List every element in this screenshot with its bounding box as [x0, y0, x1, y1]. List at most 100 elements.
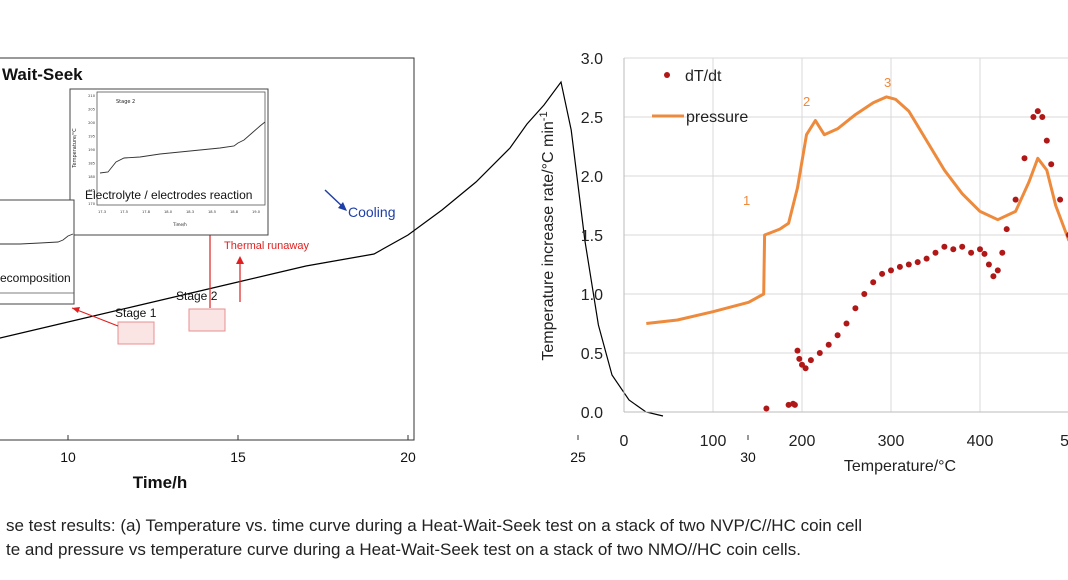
inset-y-tick-label: 175	[88, 189, 95, 193]
inset-stage-2-box	[69, 88, 269, 236]
y-axis-right: 0.0 0.5 1.0 1.5 2.0 2.5 3.0	[581, 51, 603, 422]
dtdt-point	[763, 405, 770, 412]
y-tick-label-right: 3.0	[581, 51, 603, 68]
inset-reaction-label: Electrolyte / electrodes reaction	[85, 188, 252, 202]
inset-x-tick-label: 17.8	[142, 210, 151, 214]
dtdt-point	[807, 357, 814, 364]
chart-right-panel: 0.0 0.5 1.0 1.5 2.0 2.5 3.0 0 100 200 300 400 50 Te…	[538, 51, 1068, 475]
dtdt-point	[861, 291, 868, 297]
x-tick-label-right: 50	[1060, 433, 1068, 450]
inset-x-tick-label: 18.5	[208, 210, 216, 214]
dtdt-point	[985, 261, 992, 268]
inset-x-tick-label: 18.3	[186, 210, 194, 214]
inset-y-tick-label: 200	[88, 121, 96, 125]
stage-2-label: Stage 2	[176, 289, 218, 303]
stage-1-label: Stage 1	[115, 306, 157, 320]
inset-x-tick-label: 18.0	[164, 210, 173, 214]
cooling-arrowhead	[338, 202, 347, 211]
dtdt-point	[796, 355, 803, 362]
dtdt-series	[763, 108, 1068, 412]
y-tick-label-right: 1.5	[581, 228, 603, 245]
y-tick-label-right: 0.0	[581, 405, 603, 422]
y-tick-label-right: 2.5	[581, 110, 603, 127]
dtdt-point	[1012, 196, 1019, 203]
chart-canvas: Wait-Seek 10 15 20 25 30 Time/h Stage 1 Stag…	[0, 51, 1068, 492]
inset-stage-1-box	[0, 199, 75, 305]
x-tick-label-left: 30	[740, 449, 756, 465]
dtdt-point	[843, 320, 850, 327]
inset-y-tick-label: 210	[88, 94, 96, 98]
inset-stage-1-curve	[0, 233, 74, 245]
dtdt-point	[1039, 114, 1046, 120]
dtdt-point	[1043, 137, 1050, 144]
dtdt-point	[1057, 196, 1064, 203]
legend-dtdt-label: dT/dt	[685, 68, 722, 85]
dtdt-point	[994, 267, 1001, 274]
dtdt-point	[914, 259, 921, 266]
dtdt-point	[791, 401, 798, 408]
cooling-label: Cooling	[348, 204, 395, 220]
y-tick-label-right: 0.5	[581, 346, 603, 363]
inset-stage-1: ecomposition	[0, 199, 75, 305]
inset-x-tick-label: 17.5	[120, 210, 128, 214]
legend-right: dT/dt pressure	[652, 68, 748, 126]
dtdt-point	[959, 243, 966, 250]
inset-curve	[99, 121, 266, 174]
dtdt-point	[870, 279, 877, 286]
inset-x-label: Time/h	[172, 222, 187, 227]
inset-decomposition-label: ecomposition	[0, 271, 71, 285]
dtdt-point	[999, 249, 1006, 256]
thermal-runaway-label: Thermal runaway	[224, 240, 309, 252]
inset-y-tick-label: 190	[88, 148, 96, 152]
stage-1-highlight	[117, 321, 155, 345]
x-axis-label-left: Time/h	[133, 473, 187, 492]
dtdt-point	[932, 249, 939, 256]
caption-line-2: te and pressure vs temperature curve dur…	[6, 540, 801, 559]
x-tick-label-left: 15	[230, 449, 246, 465]
runaway-arrowhead	[236, 256, 244, 264]
dtdt-point	[896, 263, 903, 270]
dtdt-point	[802, 365, 809, 372]
caption-line-1: se test results: (a) Temperature vs. tim…	[6, 516, 862, 535]
x-tick-label-left: 10	[60, 449, 76, 465]
y-axis-label-right: Temperature increase rate/°C min-1	[538, 111, 557, 360]
dtdt-point	[1021, 155, 1028, 162]
dtdt-point	[879, 270, 886, 277]
inset-stage-2-title: Stage 2	[116, 99, 135, 105]
peak-label-1: 1	[743, 193, 750, 208]
peak-label-2: 2	[803, 94, 810, 109]
inset-y-axis: 210 205 200 195 190 185 180 175 170	[88, 94, 96, 206]
dtdt-point	[1034, 108, 1041, 115]
x-tick-label-right: 300	[878, 433, 905, 450]
inset-y-tick-label: 180	[88, 175, 96, 179]
chart-title-left: Wait-Seek	[2, 65, 83, 84]
inset-x-axis: 17.3 17.5 17.8 18.0 18.3 18.5 18.8 19.0	[98, 210, 261, 214]
dtdt-point	[981, 250, 988, 257]
dtdt-point	[968, 249, 975, 256]
dtdt-point	[816, 350, 823, 356]
dtdt-point	[794, 347, 801, 354]
x-tick-label-right: 100	[700, 433, 727, 450]
dtdt-point	[977, 246, 983, 253]
inset-y-tick-label: 205	[88, 108, 95, 112]
chart-left-panel: Wait-Seek 10 15 20 25 30 Time/h Stage 1 Stag…	[0, 57, 756, 492]
inset-x-tick-label: 19.0	[252, 210, 261, 214]
inset-stage-2-axes	[96, 91, 266, 206]
dtdt-point	[1030, 114, 1037, 120]
stage-1-arrowhead	[72, 307, 80, 313]
peak-label-3: 3	[884, 75, 891, 90]
x-tick-label-left: 20	[400, 449, 416, 465]
y-tick-label-right: 2.0	[581, 169, 603, 186]
pressure-series-line	[646, 95, 1068, 325]
dtdt-point	[905, 261, 912, 268]
dtdt-point	[923, 255, 930, 262]
x-tick-label-right: 0	[620, 433, 629, 450]
inset-y-label: Temperature/°C	[72, 128, 78, 169]
inset-y-tick-label: 195	[88, 135, 95, 139]
dtdt-point	[888, 267, 894, 274]
inset-x-tick-label: 17.3	[98, 210, 106, 214]
dtdt-point	[852, 305, 859, 312]
dtdt-point	[1003, 226, 1010, 233]
inset-stage-2: 210 205 200 195 190 185 180 175 170 17.3 17.5 17.8…	[69, 88, 269, 236]
figure-caption: se test results: (a) Temperature vs. tim…	[6, 514, 1066, 562]
